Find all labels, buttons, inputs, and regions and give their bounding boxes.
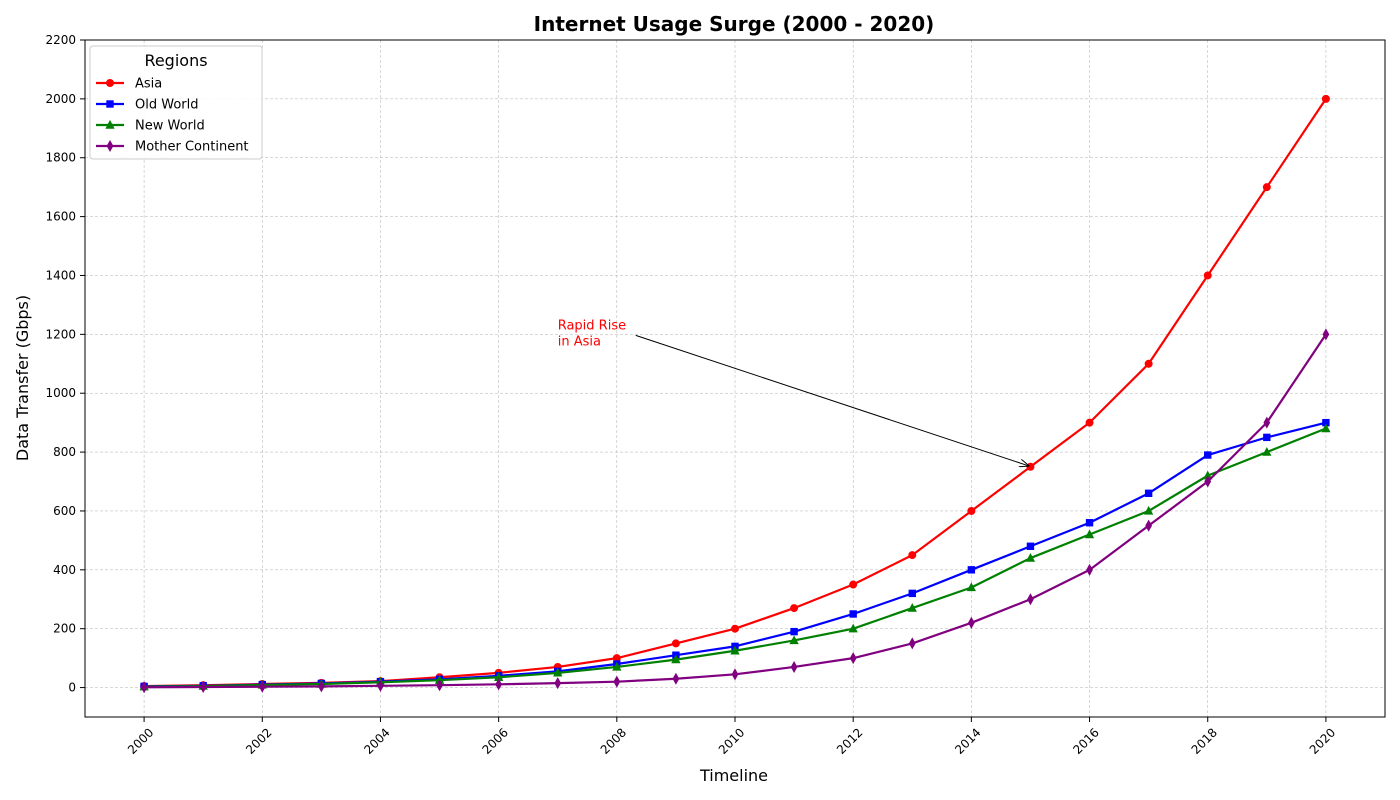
legend: Regions Asia Old World New World Mother Con… <box>89 45 263 160</box>
data-point <box>140 681 148 694</box>
data-point <box>908 551 917 560</box>
data-point <box>1262 183 1271 192</box>
data-point <box>790 627 798 636</box>
data-point <box>1026 542 1035 550</box>
y-tick-label: 800 <box>53 445 76 459</box>
data-point <box>1144 489 1153 497</box>
data-point <box>377 679 384 692</box>
data-point <box>1144 359 1153 368</box>
data-point <box>967 616 975 629</box>
series-layer <box>139 94 1331 694</box>
y-tick-label: 0 <box>68 681 76 695</box>
legend-marker <box>105 119 115 129</box>
y-tick-label: 1000 <box>45 386 76 400</box>
y-tick-label: 600 <box>53 504 76 518</box>
legend-box <box>89 45 263 160</box>
y-tick-label: 2000 <box>45 92 76 106</box>
y-axis: 0 200 400 600 800 1000 1200 1400 1600 1800 2000 220… <box>45 33 85 695</box>
legend-title: Regions <box>144 51 207 70</box>
data-point <box>1322 328 1330 341</box>
data-point <box>1321 94 1330 103</box>
data-point <box>731 668 739 681</box>
data-point <box>612 661 622 671</box>
annotation-arrow <box>635 334 1029 465</box>
data-point <box>1204 451 1212 459</box>
data-point <box>671 654 681 664</box>
data-point <box>1263 416 1271 429</box>
data-point <box>672 672 680 685</box>
y-tick-label: 200 <box>53 622 76 636</box>
legend-label: New World <box>135 119 205 134</box>
y-tick-label: 1600 <box>45 210 76 224</box>
data-point <box>553 667 563 677</box>
annotation-layer: Rapid Rise in Asia <box>558 318 1029 465</box>
data-point <box>1085 418 1094 427</box>
data-point <box>789 635 799 645</box>
y-tick-label: 2200 <box>45 33 76 47</box>
data-point <box>1027 593 1034 606</box>
y-tick-label: 1200 <box>45 327 76 341</box>
y-tick-label: 1800 <box>45 151 76 165</box>
data-point <box>1144 505 1154 515</box>
data-point <box>1026 462 1035 471</box>
legend-entry-mother-continent: Mother Continent <box>96 140 249 155</box>
legend-label: Mother Continent <box>135 140 249 155</box>
x-axis-label: Timeline <box>699 766 768 785</box>
data-point <box>849 610 857 618</box>
data-point <box>966 582 976 592</box>
data-point <box>1025 552 1036 562</box>
chart-title: Internet Usage Surge (2000 - 2020) <box>534 12 935 36</box>
data-point <box>908 637 916 650</box>
data-point <box>1084 529 1095 539</box>
data-point <box>730 645 740 655</box>
data-point <box>731 624 739 633</box>
legend-marker <box>106 100 114 108</box>
data-point <box>1203 271 1212 280</box>
data-point <box>849 580 858 589</box>
data-point <box>1085 519 1094 527</box>
data-point <box>1086 563 1093 576</box>
data-point <box>848 623 858 633</box>
y-tick-label: 400 <box>53 563 76 577</box>
data-point <box>790 604 799 613</box>
legend-label: Old World <box>135 98 198 113</box>
legend-label: Asia <box>135 77 162 92</box>
data-point <box>613 675 621 688</box>
data-point <box>1262 447 1272 456</box>
data-point <box>1204 475 1212 488</box>
data-point <box>967 566 976 574</box>
annotation-line: in Asia <box>558 334 601 349</box>
y-tick-label: 1400 <box>45 268 76 282</box>
y-axis-label: Data Transfer (Gbps) <box>13 295 32 461</box>
legend-entry-asia: Asia <box>96 77 162 92</box>
data-point <box>907 603 917 612</box>
data-point <box>1321 423 1331 433</box>
data-point <box>1145 519 1153 532</box>
data-point <box>790 660 798 673</box>
data-point <box>495 678 503 691</box>
data-point <box>908 589 916 598</box>
data-point <box>436 679 443 692</box>
data-point <box>554 677 562 690</box>
data-point <box>849 652 857 665</box>
legend-marker <box>106 139 114 153</box>
grid-lines <box>85 39 1385 717</box>
annotation-line: Rapid Rise <box>558 318 626 333</box>
data-point <box>317 680 325 693</box>
data-point <box>1263 433 1271 442</box>
annotation-text: Rapid Rise in Asia <box>558 318 626 349</box>
legend-entry-old-world: Old World <box>96 98 198 113</box>
series-mother-continent <box>140 328 1330 694</box>
data-point <box>258 680 266 693</box>
legend-marker <box>106 79 114 87</box>
data-point <box>967 506 976 515</box>
data-point <box>671 639 680 648</box>
legend-entry-new-world: New World <box>96 119 205 134</box>
data-point <box>199 680 207 693</box>
